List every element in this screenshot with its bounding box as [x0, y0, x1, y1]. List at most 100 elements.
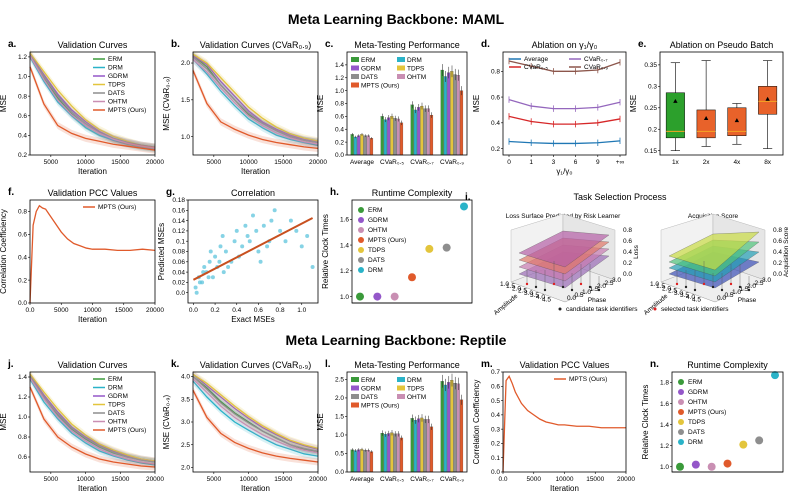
y-axis-label: Correlation Coefficiency: [472, 380, 481, 465]
y-tick-label: 1.0: [335, 432, 344, 439]
x-axis-label: Phase: [738, 297, 757, 304]
runtime-point: [460, 202, 468, 211]
scatter-point: [299, 244, 304, 249]
legend-label: DATS: [368, 257, 386, 264]
scatter-point: [193, 285, 198, 290]
panel-label: j.: [7, 359, 14, 370]
x-tick-label: 0.8: [276, 307, 285, 314]
series-band: [193, 50, 318, 145]
series-line: [192, 373, 319, 449]
surface-patch: [668, 231, 760, 271]
legend-label: Average: [524, 56, 548, 63]
legend-label: DATS: [108, 410, 126, 417]
chart-g: Correlation g. 0.0 0.02 0.04 0.06 0.08 0.1 0.12 0…: [157, 187, 319, 324]
legend-label: ERM: [361, 57, 375, 64]
series-line: [192, 380, 319, 457]
y-tick-label: 0.0: [335, 152, 344, 159]
bar: [443, 76, 447, 156]
z-tick-label: 0.4: [623, 249, 632, 256]
bar: [380, 116, 384, 156]
y-tick-label: 3.0: [524, 290, 533, 297]
plot-frame: [29, 199, 156, 304]
x-tick-label: 15000: [115, 307, 133, 314]
scatter-point: [194, 290, 199, 295]
y-tick-label: 2.5: [668, 288, 677, 295]
legend-label: MPTS (Ours): [368, 237, 406, 244]
runtime-point: [691, 460, 700, 469]
x-tick-label: 3.0: [762, 277, 771, 284]
series-line: [192, 58, 319, 147]
series-band: [30, 372, 155, 466]
y-tick-label: 0.16: [172, 208, 185, 215]
panel-label: f.: [8, 187, 14, 198]
legend-swatch: [358, 247, 364, 253]
runtime-point: [755, 436, 764, 445]
legend-swatch: [397, 65, 405, 71]
legend-label: MPTS (Ours): [98, 204, 136, 211]
z-tick-label: 0.6: [773, 238, 782, 245]
y-tick-label: 1.8: [660, 380, 669, 387]
x-tick-label: 10000: [77, 159, 95, 166]
z-tick-label: 0.2: [623, 260, 632, 267]
legend-label: OHTM: [688, 399, 707, 406]
scatter-point: [256, 249, 261, 254]
legend-label: MPTS (Ours): [361, 83, 399, 90]
z-axis-label: Acquisition Score: [783, 227, 790, 278]
task-marker: [675, 282, 679, 286]
y-tick-label: 1.6: [660, 401, 669, 408]
series-line: [29, 386, 156, 468]
y-tick-label: 0.2: [648, 126, 657, 133]
y-tick-label: 0.0: [335, 469, 344, 476]
bar: [380, 433, 384, 473]
section-title-maml: Meta Learning Backbone: MAML: [288, 11, 505, 27]
series-line: [29, 377, 156, 465]
x-tick-label: 20000: [309, 476, 327, 483]
plot-title: Task Selection Process: [573, 192, 667, 202]
y-tick-label: 1.2: [340, 268, 349, 275]
bar: [410, 418, 414, 473]
bar: [459, 90, 464, 156]
series-line: [29, 373, 156, 462]
y-tick-label: 0.35: [644, 62, 657, 69]
category-label: CVaR₀.₅: [380, 159, 404, 166]
scatter-point: [269, 218, 274, 223]
y-tick-label: 0.8: [18, 209, 27, 216]
plot-title: Ablation on Pseudo Batch: [670, 40, 774, 50]
task-marker: [684, 285, 688, 289]
x-tick-label: 20000: [146, 159, 164, 166]
z-tick-label: 0.4: [773, 249, 782, 256]
legend-label: TDPS: [108, 402, 126, 409]
x-axis-label: Iteration: [241, 484, 270, 493]
bar: [363, 450, 367, 473]
x-tick-label: 10000: [240, 476, 258, 483]
bar: [426, 419, 430, 473]
panel-label: m.: [481, 359, 493, 370]
y-tick-label: 1.0: [335, 88, 344, 95]
x-tick-label: 0.5: [575, 292, 584, 299]
series-band: [193, 386, 318, 466]
surface-patch: [518, 230, 610, 268]
x-tick-label: 0.0: [567, 295, 576, 302]
y-axis-label: Relative Clock Times: [641, 385, 650, 460]
runtime-point: [676, 462, 684, 471]
legend-swatch: [397, 377, 405, 382]
x-tick-label: 10000: [83, 307, 101, 314]
bar: [390, 116, 394, 156]
x-tick-label: 20000: [309, 159, 327, 166]
series-line: [29, 66, 156, 151]
box: [696, 109, 716, 139]
runtime-point: [723, 459, 732, 468]
y-tick-label: 1.2: [18, 54, 27, 61]
x-tick-label: 0.2: [211, 307, 220, 314]
x-tick-label: 15000: [274, 159, 292, 166]
y-tick-label: 0.6: [18, 232, 27, 239]
series-band: [30, 383, 155, 471]
legend-label: DATS: [361, 394, 379, 401]
legend-label: TDPS: [407, 66, 425, 73]
legend-label: DATS: [688, 429, 706, 436]
y-tick-label: 1.6: [340, 217, 349, 224]
legend-swatch: [358, 207, 364, 213]
bar: [453, 74, 457, 156]
plot-title: Validation PCC Values: [48, 188, 138, 198]
legend-label: OHTM: [108, 419, 127, 426]
